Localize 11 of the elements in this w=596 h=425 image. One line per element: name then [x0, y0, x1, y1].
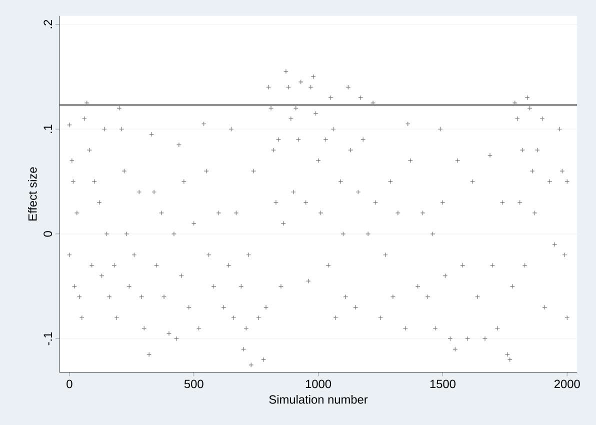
y-tick-label: .2 [44, 20, 52, 28]
x-tick-label: 2000 [554, 380, 580, 388]
y-tick-label: .1 [44, 124, 52, 133]
x-tick-label: 500 [184, 380, 204, 388]
y-tick-label: -.1 [44, 332, 52, 346]
x-tick-label: 0 [66, 380, 72, 388]
y-axis-title: Effect size [28, 167, 37, 220]
x-tick-label: 1500 [430, 380, 456, 388]
y-tick-label: 0 [44, 231, 52, 237]
x-axis-title: Simulation number [269, 394, 368, 404]
x-tick-label: 1000 [306, 380, 332, 388]
